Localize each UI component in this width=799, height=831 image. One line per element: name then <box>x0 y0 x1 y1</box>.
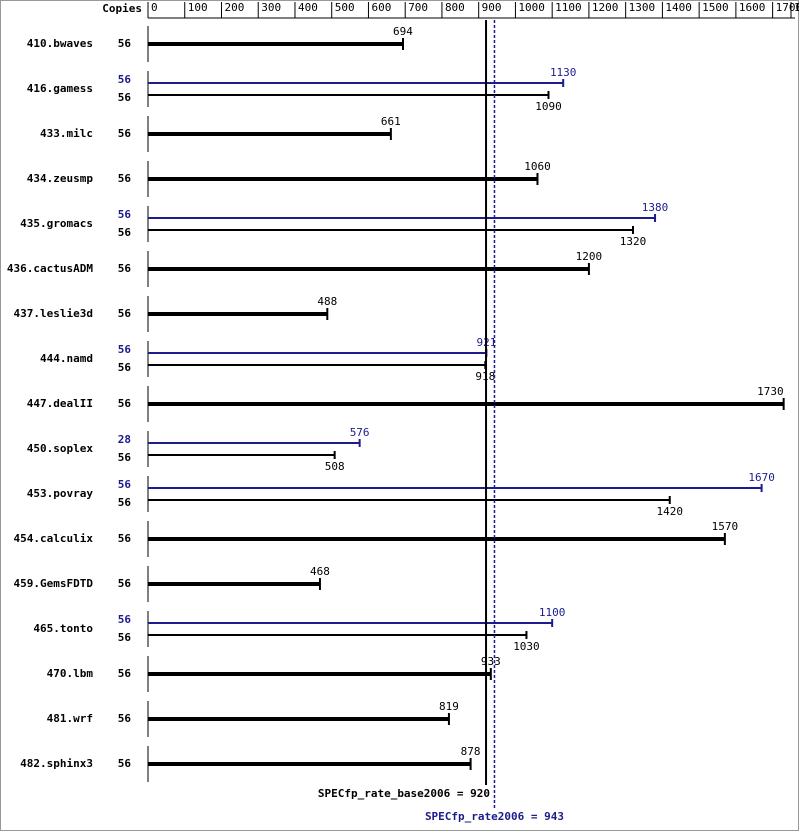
category-label: 453.povray <box>27 487 94 500</box>
value-label: 1130 <box>550 66 577 79</box>
x-tick-label: 1000 <box>518 1 545 14</box>
copies: 56 <box>118 613 132 626</box>
category-label: 481.wrf <box>47 712 93 725</box>
copies: 56 <box>118 73 132 86</box>
category-label: 465.tonto <box>33 622 93 635</box>
x-tick-label: 1500 <box>702 1 729 14</box>
value-label: 819 <box>439 700 459 713</box>
copies: 56 <box>118 496 132 509</box>
value-label: 1420 <box>656 505 683 518</box>
value-label: 508 <box>325 460 345 473</box>
copies: 56 <box>118 397 132 410</box>
value-label: 1090 <box>535 100 562 113</box>
category-label: 444.namd <box>40 352 93 365</box>
copies: 56 <box>118 577 132 590</box>
x-tick-label: 600 <box>371 1 391 14</box>
value-label: 488 <box>317 295 337 308</box>
copies: 56 <box>118 478 132 491</box>
x-tick-label: 700 <box>408 1 428 14</box>
value-label: 576 <box>350 426 370 439</box>
value-label: 1320 <box>620 235 647 248</box>
category-label: 447.dealII <box>27 397 93 410</box>
category-label: 437.leslie3d <box>14 307 93 320</box>
value-label: 694 <box>393 25 413 38</box>
value-label: 878 <box>461 745 481 758</box>
value-label: 1100 <box>539 606 566 619</box>
value-label: 1730 <box>757 385 784 398</box>
copies: 56 <box>118 757 132 770</box>
copies: 56 <box>118 343 132 356</box>
copies: 56 <box>118 226 132 239</box>
x-tick-label: 500 <box>335 1 355 14</box>
value-label: 1030 <box>513 640 540 653</box>
value-label: 661 <box>381 115 401 128</box>
value-label: 1570 <box>712 520 739 533</box>
category-label: 410.bwaves <box>27 37 93 50</box>
x-tick-label: 1600 <box>739 1 766 14</box>
x-tick-label: 400 <box>298 1 318 14</box>
value-label: 468 <box>310 565 330 578</box>
copies: 56 <box>118 208 132 221</box>
value-label: 933 <box>481 655 501 668</box>
x-tick-label: 1200 <box>592 1 619 14</box>
copies: 56 <box>118 451 132 464</box>
x-tick-label: 900 <box>482 1 502 14</box>
x-tick-label: 0 <box>151 1 158 14</box>
value-label: 1380 <box>642 201 669 214</box>
copies: 28 <box>118 433 131 446</box>
x-tick-label: 1750 <box>794 1 799 14</box>
value-label: 1670 <box>748 471 775 484</box>
value-label: 1200 <box>576 250 603 263</box>
copies: 56 <box>118 361 132 374</box>
category-label: 435.gromacs <box>20 217 93 230</box>
x-tick-label: 200 <box>224 1 244 14</box>
category-label: 482.sphinx3 <box>20 757 93 770</box>
value-label: 1060 <box>524 160 551 173</box>
x-tick-label: 1400 <box>665 1 692 14</box>
category-label: 454.calculix <box>14 532 94 545</box>
x-tick-label: 100 <box>188 1 208 14</box>
copies: 56 <box>118 631 132 644</box>
copies: 56 <box>118 172 132 185</box>
category-label: 436.cactusADM <box>7 262 93 275</box>
category-label: 416.gamess <box>27 82 93 95</box>
copies: 56 <box>118 307 132 320</box>
category-label: 470.lbm <box>47 667 94 680</box>
category-label: 459.GemsFDTD <box>14 577 94 590</box>
copies: 56 <box>118 37 132 50</box>
x-tick-label: 300 <box>261 1 281 14</box>
copies: 56 <box>118 262 132 275</box>
copies: 56 <box>118 91 132 104</box>
copies: 56 <box>118 667 132 680</box>
category-label: 450.soplex <box>27 442 94 455</box>
category-label: 434.zeusmp <box>27 172 94 185</box>
x-tick-label: 800 <box>445 1 465 14</box>
copies: 56 <box>118 712 132 725</box>
category-label: 433.milc <box>40 127 93 140</box>
x-tick-label: 1100 <box>555 1 582 14</box>
copies-header: Copies <box>102 2 142 15</box>
x-tick-label: 1700 <box>776 1 799 14</box>
x-tick-label: 1300 <box>629 1 656 14</box>
copies: 56 <box>118 532 132 545</box>
copies: 56 <box>118 127 132 140</box>
reference-label: SPECfp_rate2006 = 943 <box>425 810 564 823</box>
reference-label: SPECfp_rate_base2006 = 920 <box>318 787 490 800</box>
